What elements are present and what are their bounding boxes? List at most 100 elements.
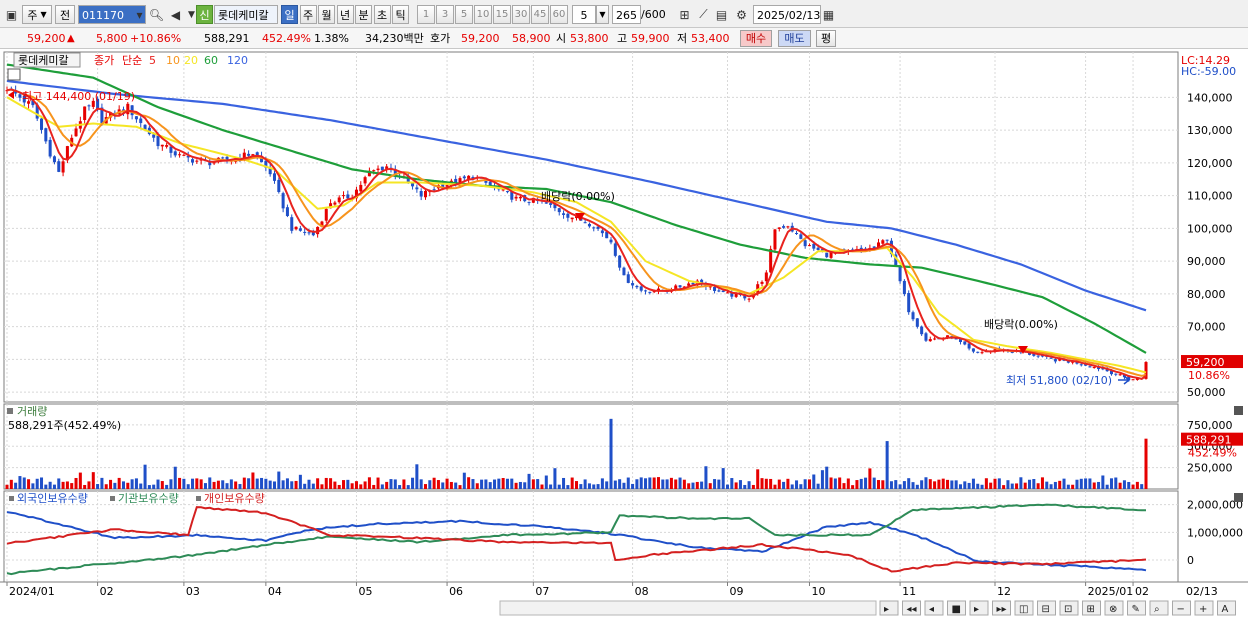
volume-bar: [691, 482, 695, 489]
candle-body: [143, 124, 147, 130]
date-input[interactable]: 2025/02/13: [753, 5, 821, 24]
volume-bar: [83, 484, 87, 489]
volume-bar: [1144, 438, 1148, 489]
window-menu-icon[interactable]: ▣: [5, 7, 18, 22]
interval-tab[interactable]: 10: [474, 5, 492, 24]
stock-name: 롯데케미칼: [214, 5, 278, 24]
candle-body: [574, 216, 579, 219]
volume-bar: [920, 480, 924, 489]
volume-bar: [1015, 483, 1019, 489]
speaker-icon[interactable]: ◀: [170, 7, 181, 22]
chart-control-button: [1059, 600, 1079, 616]
volume-bar: [730, 478, 734, 489]
chart-control-button: [1149, 600, 1169, 616]
volume-bar: [501, 478, 505, 489]
candle-body: [618, 255, 622, 268]
volume-bar: [372, 484, 376, 489]
period-tab[interactable]: 분: [355, 5, 372, 24]
candle-body: [795, 232, 799, 234]
candle-body: [290, 217, 294, 231]
volume-bar: [721, 468, 725, 489]
candle-body: [96, 98, 100, 110]
y-tick-label: 80,000: [1187, 288, 1226, 301]
candle-body: [255, 152, 259, 158]
interval-tab[interactable]: 30: [512, 5, 530, 24]
interval-tab[interactable]: 15: [493, 5, 511, 24]
search-icon[interactable]: 🔍︎: [148, 7, 165, 22]
count-input[interactable]: 265: [612, 5, 641, 24]
stock-name-box: [13, 52, 81, 68]
gear-icon[interactable]: ⚙: [736, 7, 747, 22]
chart-control-button: [1194, 600, 1214, 616]
chart-control-glyph: +: [1199, 604, 1207, 615]
period-tab[interactable]: 틱: [392, 5, 409, 24]
candle-body: [441, 184, 445, 189]
low-label: 저: [677, 32, 688, 45]
bid-label: 호가: [430, 32, 451, 45]
calendar-icon[interactable]: ▦: [822, 7, 835, 22]
volume-bar: [902, 481, 906, 489]
volume-bar: [238, 484, 242, 489]
volume-bar: [1092, 482, 1096, 489]
volume-bar: [911, 482, 915, 489]
volume-bar: [70, 483, 74, 489]
period-tab[interactable]: 년: [336, 5, 354, 24]
volume-bar: [799, 484, 803, 489]
interval-tab[interactable]: 1: [417, 5, 435, 24]
volume-bar: [678, 477, 682, 489]
interval-tab[interactable]: 60: [550, 5, 568, 24]
x-tick-label: 05: [358, 585, 372, 598]
sell-button[interactable]: 매도: [778, 30, 811, 47]
candle-body: [91, 100, 95, 107]
stock-chart[interactable]: 2024/01 02 03 04 05 06 07 08 09 10 11 12 2025/01 02 02…: [0, 49, 1248, 621]
volume-bar: [147, 485, 151, 489]
volume-bar: [592, 484, 596, 489]
interval-tab[interactable]: 45: [531, 5, 549, 24]
candle-body: [570, 217, 574, 220]
interval-input[interactable]: 5: [572, 5, 596, 24]
volume-bar: [725, 484, 730, 489]
volume-bar: [622, 482, 626, 489]
candle-body: [363, 177, 367, 184]
stock-code-input[interactable]: 011170: [78, 5, 146, 24]
buy-button[interactable]: 매수: [740, 30, 772, 47]
average-button[interactable]: 평: [816, 30, 836, 47]
candle-body: [946, 335, 950, 338]
interval-tab[interactable]: 5: [455, 5, 473, 24]
candle-body: [316, 226, 320, 235]
volume-bar: [61, 481, 65, 489]
volume-bar: [743, 484, 747, 489]
chevron-down-icon[interactable]: ▾: [136, 7, 143, 22]
save-icon[interactable]: ▤: [715, 7, 728, 22]
draw-tool-icon[interactable]: ⟋: [699, 7, 708, 21]
candle-body: [812, 243, 816, 249]
candle-body: [307, 232, 311, 234]
volume-bar: [838, 477, 842, 489]
chevron-down-icon[interactable]: ▼: [596, 5, 609, 24]
chart-control-button: [947, 600, 966, 616]
volume-bar: [773, 484, 777, 489]
volume-bar: [5, 484, 9, 489]
period-tab[interactable]: 초: [373, 5, 391, 24]
prev-button[interactable]: 전: [55, 5, 75, 24]
candle-body: [18, 94, 22, 98]
candle-body: [911, 312, 915, 320]
candle-body: [924, 333, 928, 341]
candle-body: [954, 338, 958, 340]
volume-bar: [984, 478, 988, 489]
volume-bar: [782, 481, 786, 489]
period-tab[interactable]: 월: [318, 5, 335, 24]
period-tab[interactable]: 일: [281, 5, 298, 24]
volume-bar: [1097, 481, 1101, 489]
volume-bar: [786, 478, 790, 489]
y-tick-label: 2,000,000: [1187, 499, 1243, 512]
y-tick-label: 90,000: [1187, 255, 1226, 268]
chevron-down-icon[interactable]: ▼: [188, 9, 195, 20]
interval-tab[interactable]: 3: [436, 5, 454, 24]
period-tab[interactable]: 주: [299, 5, 317, 24]
indicator-icon[interactable]: ⊞: [679, 7, 690, 22]
volume-bar: [208, 477, 212, 489]
chart-control-button: [1127, 600, 1146, 616]
volume-bar: [1053, 481, 1057, 489]
market-select[interactable]: 주 ▼: [22, 5, 52, 24]
